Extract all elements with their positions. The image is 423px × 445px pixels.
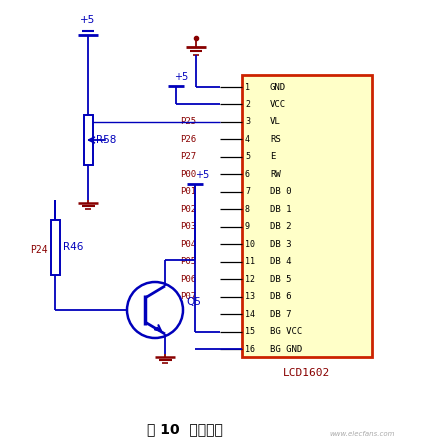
Text: P05: P05 — [180, 257, 196, 266]
Text: BG GND: BG GND — [270, 344, 302, 353]
Text: DB 4: DB 4 — [270, 257, 291, 266]
Text: Q5: Q5 — [186, 297, 201, 307]
Text: 13: 13 — [245, 292, 255, 301]
Text: 15: 15 — [245, 327, 255, 336]
Text: P26: P26 — [180, 135, 196, 144]
Text: DB 2: DB 2 — [270, 222, 291, 231]
Text: DB 7: DB 7 — [270, 310, 291, 319]
Text: www.elecfans.com: www.elecfans.com — [330, 431, 395, 437]
Text: RW: RW — [270, 170, 281, 179]
Text: P01: P01 — [180, 187, 196, 196]
Text: 5: 5 — [245, 152, 250, 162]
Text: P25: P25 — [180, 117, 196, 126]
Text: 8: 8 — [245, 205, 250, 214]
Bar — [50, 220, 60, 275]
Text: +5: +5 — [174, 73, 188, 82]
Text: DB 1: DB 1 — [270, 205, 291, 214]
Text: P24: P24 — [30, 245, 48, 255]
Text: 7: 7 — [245, 187, 250, 196]
Text: P03: P03 — [180, 222, 196, 231]
Text: P27: P27 — [180, 152, 196, 162]
Text: 14: 14 — [245, 310, 255, 319]
Text: P00: P00 — [180, 170, 196, 179]
Text: 6: 6 — [245, 170, 250, 179]
Text: P04: P04 — [180, 240, 196, 249]
Text: 10: 10 — [245, 240, 255, 249]
Bar — [83, 115, 93, 165]
Text: BG VCC: BG VCC — [270, 327, 302, 336]
Text: DB 3: DB 3 — [270, 240, 291, 249]
Text: +5: +5 — [80, 15, 96, 25]
Text: +5: +5 — [195, 170, 209, 180]
Text: 图 10  显示电路: 图 10 显示电路 — [147, 422, 223, 436]
Text: R58: R58 — [96, 135, 116, 145]
Bar — [242, 75, 372, 357]
Text: P06: P06 — [180, 275, 196, 283]
Text: 9: 9 — [245, 222, 250, 231]
Text: 1: 1 — [245, 82, 250, 92]
Text: VL: VL — [270, 117, 281, 126]
Text: RS: RS — [270, 135, 281, 144]
Text: 3: 3 — [245, 117, 250, 126]
Text: LCD1602: LCD1602 — [283, 368, 331, 378]
Text: P07: P07 — [180, 292, 196, 301]
Text: GND: GND — [270, 82, 286, 92]
Text: E: E — [270, 152, 275, 162]
Text: 2: 2 — [245, 100, 250, 109]
Text: 16: 16 — [245, 344, 255, 353]
Text: DB 5: DB 5 — [270, 275, 291, 283]
Text: VCC: VCC — [270, 100, 286, 109]
Text: DB 6: DB 6 — [270, 292, 291, 301]
Text: 4: 4 — [245, 135, 250, 144]
Text: R46: R46 — [63, 243, 83, 252]
Text: 12: 12 — [245, 275, 255, 283]
Text: DB 0: DB 0 — [270, 187, 291, 196]
Text: P02: P02 — [180, 205, 196, 214]
Text: 11: 11 — [245, 257, 255, 266]
